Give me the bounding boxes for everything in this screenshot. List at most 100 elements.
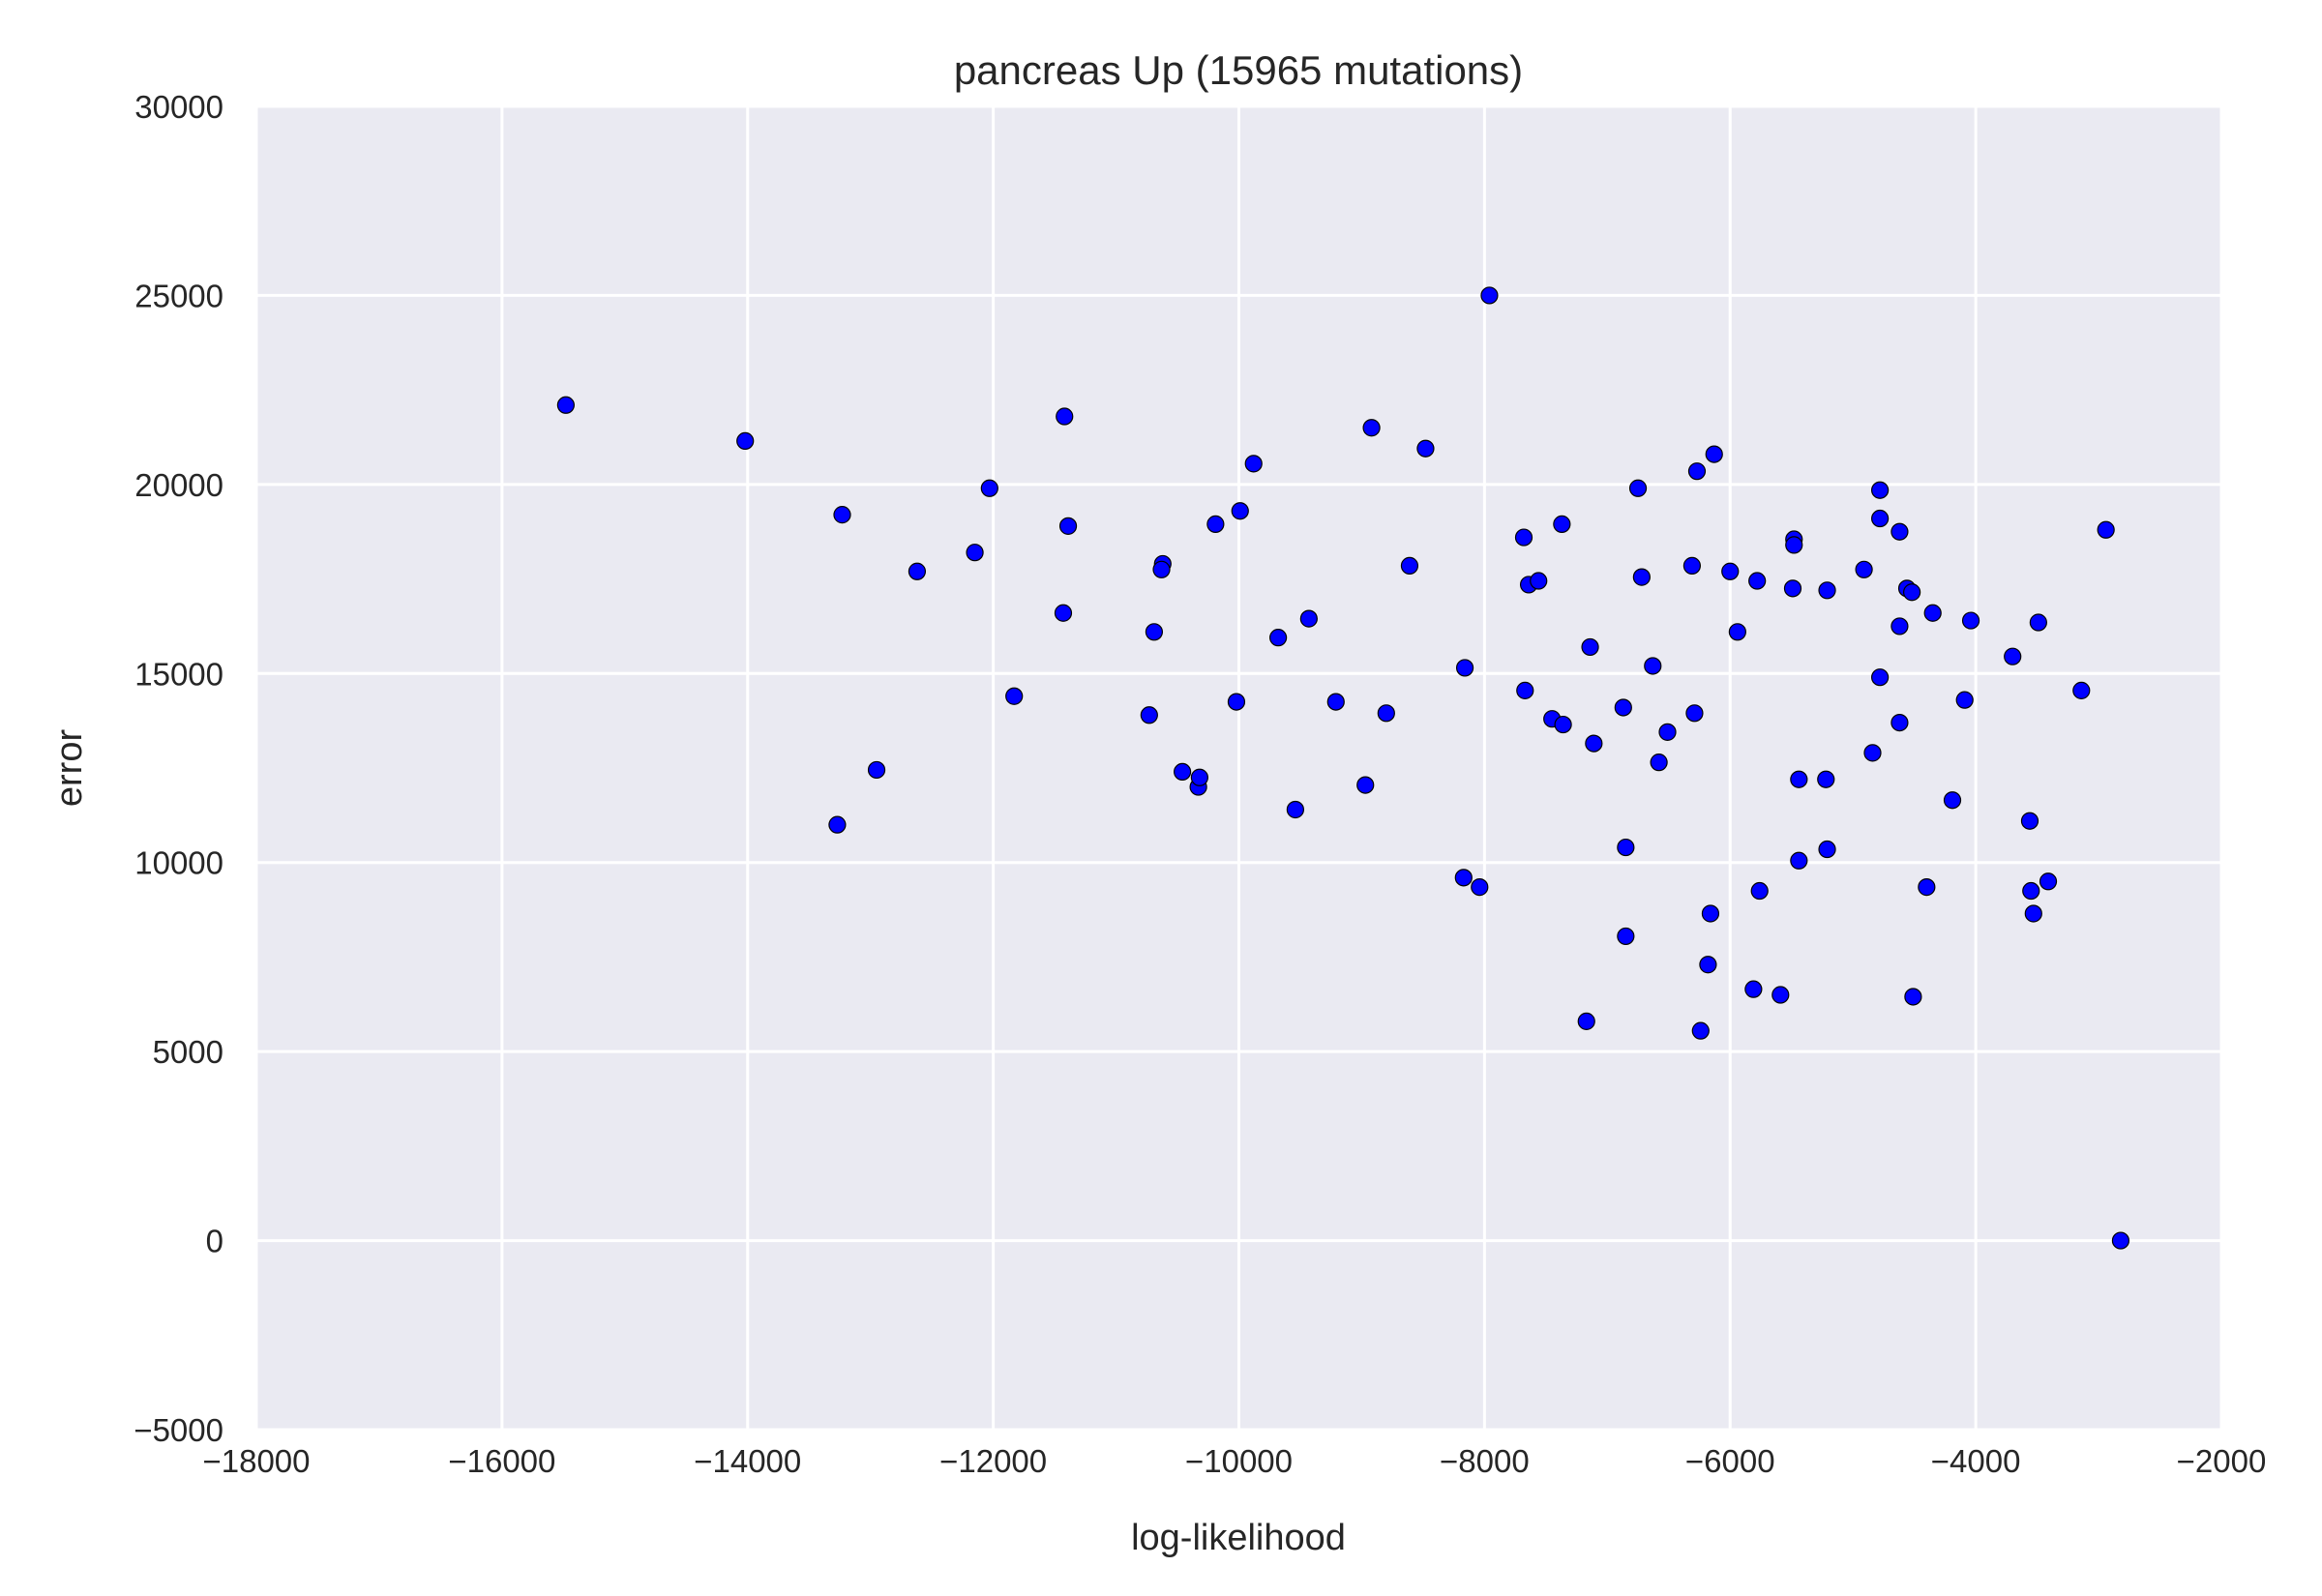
- data-point: [1585, 734, 1603, 753]
- data-point: [1721, 562, 1740, 580]
- data-point: [1244, 455, 1263, 473]
- data-point: [2039, 872, 2058, 891]
- data-point: [1577, 1012, 1595, 1030]
- data-point: [1871, 668, 1890, 687]
- data-point: [1890, 617, 1909, 635]
- data-point: [1005, 687, 1024, 705]
- data-point: [1140, 706, 1158, 724]
- data-point: [736, 431, 755, 451]
- data-point: [1918, 878, 1936, 897]
- data-point: [980, 479, 998, 497]
- data-point: [2020, 812, 2039, 830]
- data-point: [1145, 623, 1164, 641]
- data-point: [966, 544, 984, 562]
- data-point: [1790, 851, 1808, 870]
- data-point: [867, 760, 886, 780]
- data-point: [1890, 713, 1909, 732]
- x-tick-label: −16000: [448, 1443, 555, 1479]
- data-point: [1190, 768, 1208, 786]
- data-point: [1416, 439, 1435, 458]
- data-point: [1650, 754, 1668, 772]
- data-point: [1152, 560, 1171, 578]
- data-point: [1943, 791, 1962, 810]
- data-point: [1923, 604, 1942, 622]
- data-point: [2024, 904, 2042, 923]
- x-tick-label: −4000: [1931, 1443, 2021, 1479]
- data-point: [1701, 904, 1720, 923]
- data-point: [1617, 838, 1635, 857]
- data-point: [1855, 560, 1873, 578]
- y-tick-label: 20000: [134, 467, 223, 503]
- data-point: [1785, 536, 1803, 554]
- x-tick-label: −12000: [939, 1443, 1047, 1479]
- data-point: [1658, 723, 1677, 741]
- data-point: [1400, 556, 1419, 575]
- data-point: [1863, 744, 1882, 762]
- data-point: [1530, 572, 1548, 590]
- y-tick-label: −5000: [134, 1412, 223, 1448]
- data-point: [1356, 776, 1375, 794]
- data-point: [2004, 647, 2022, 665]
- data-point: [1903, 583, 1921, 602]
- y-tick-label: 0: [206, 1224, 223, 1259]
- data-point: [1227, 693, 1246, 711]
- data-point: [1904, 988, 1922, 1006]
- data-point: [1685, 704, 1704, 723]
- x-tick-label: −2000: [2177, 1443, 2267, 1479]
- data-point: [1750, 881, 1769, 901]
- data-point: [1326, 693, 1345, 711]
- data-point: [1286, 800, 1304, 819]
- x-tick-label: −18000: [202, 1443, 310, 1479]
- y-tick-label: 25000: [134, 278, 223, 313]
- data-point: [1362, 419, 1381, 437]
- data-point: [1471, 878, 1489, 897]
- data-points: [556, 286, 2130, 1250]
- data-point: [828, 815, 847, 834]
- data-point: [2072, 681, 2091, 699]
- x-tick-label: −14000: [694, 1443, 801, 1479]
- chart-title: pancreas Up (15965 mutations): [954, 47, 1523, 93]
- data-point: [1748, 572, 1767, 590]
- data-point: [1377, 704, 1395, 723]
- data-point: [1516, 681, 1534, 699]
- x-tick-label: −8000: [1440, 1443, 1530, 1479]
- x-tick-label: −10000: [1185, 1443, 1293, 1479]
- y-tick-labels: −5000 0 5000 10000 15000 20000 25000 30000: [134, 89, 223, 1448]
- data-point: [1871, 481, 1890, 499]
- data-point: [1871, 509, 1890, 528]
- data-point: [1554, 715, 1572, 734]
- data-point: [2029, 613, 2047, 632]
- x-tick-labels: −18000 −16000 −14000 −12000 −10000 −8000 −6000…: [202, 1443, 2266, 1479]
- data-point: [1617, 927, 1635, 946]
- data-point: [1699, 956, 1717, 974]
- data-point: [1480, 286, 1499, 305]
- data-point: [908, 562, 927, 580]
- data-point: [1628, 479, 1648, 497]
- y-tick-label: 30000: [134, 89, 223, 125]
- data-point: [2097, 520, 2115, 539]
- data-point: [1174, 762, 1192, 782]
- y-axis-label: error: [49, 729, 90, 808]
- data-point: [1054, 604, 1073, 622]
- y-tick-label: 5000: [153, 1034, 223, 1070]
- data-point: [1455, 659, 1474, 677]
- x-tick-label: −6000: [1685, 1443, 1775, 1479]
- data-point: [1744, 980, 1763, 998]
- data-point: [1691, 1021, 1710, 1040]
- data-point: [1961, 611, 1980, 630]
- data-point: [1818, 840, 1836, 859]
- data-point: [1514, 528, 1533, 547]
- data-point: [1644, 657, 1662, 675]
- data-point: [833, 506, 851, 524]
- data-point: [1687, 462, 1707, 481]
- data-point: [2022, 881, 2040, 901]
- y-tick-label: 15000: [134, 656, 223, 692]
- data-point: [1231, 502, 1249, 520]
- data-point: [1890, 522, 1909, 541]
- data-point: [1632, 568, 1651, 586]
- data-point: [1728, 623, 1746, 641]
- data-point: [1705, 445, 1723, 463]
- y-tick-label: 10000: [134, 845, 223, 881]
- data-point: [1058, 517, 1078, 535]
